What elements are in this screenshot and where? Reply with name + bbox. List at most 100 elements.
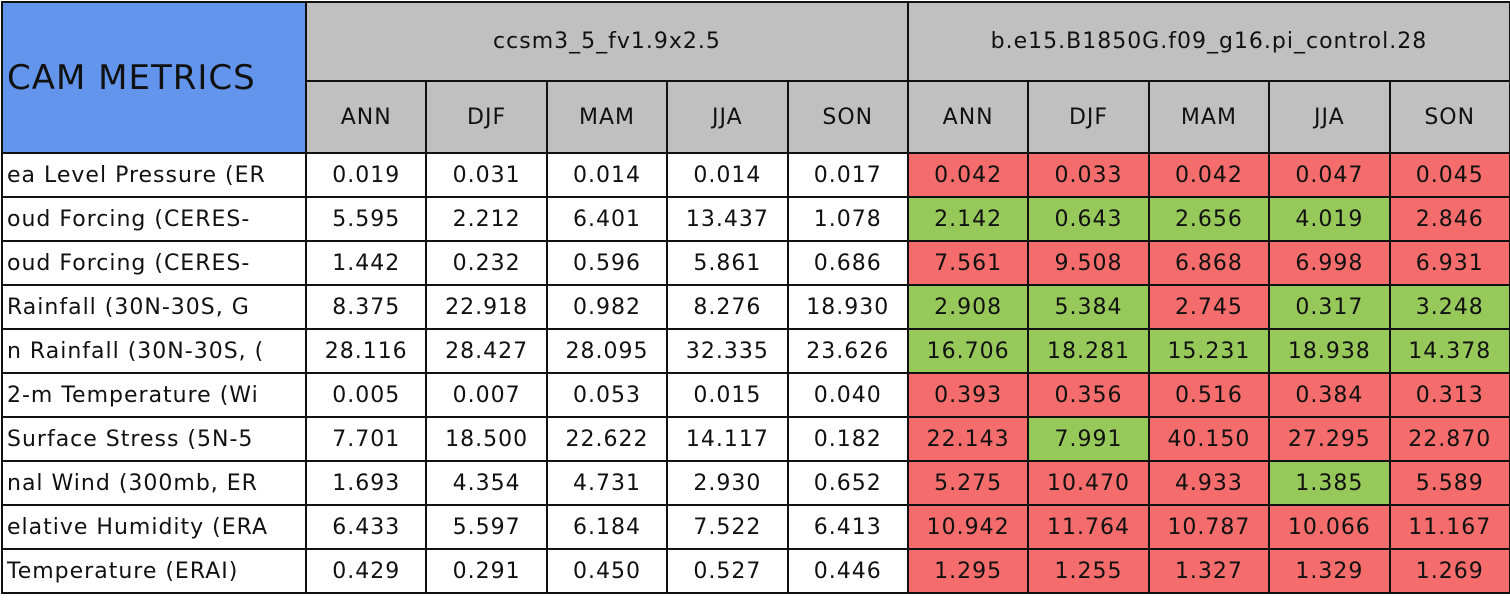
row-label: ea Level Pressure (ER: [1, 152, 307, 198]
value-cell: 7.991: [1027, 416, 1150, 462]
value-cell: 0.040: [786, 372, 909, 418]
value-cell: 28.427: [425, 328, 548, 374]
value-cell: 0.045: [1388, 152, 1510, 198]
row-label: Surface Stress (5N-5: [1, 416, 307, 462]
metrics-table: CAM METRICS ccsm3_5_fv1.9x2.5 b.e15.B1850G…: [1, 1, 1510, 594]
group-header: b.e15.B1850G.f09_g16.pi_control.28: [906, 1, 1510, 82]
row-label: Rainfall (30N-30S, G: [1, 284, 307, 330]
value-cell: 6.401: [545, 196, 669, 242]
value-cell: 0.317: [1268, 284, 1391, 330]
value-cell: 18.281: [1027, 328, 1150, 374]
value-cell: 0.019: [304, 152, 428, 198]
value-cell: 0.596: [545, 240, 669, 286]
value-cell: 22.143: [906, 416, 1030, 462]
value-cell: 7.522: [666, 504, 789, 550]
value-cell: 0.313: [1388, 372, 1510, 418]
value-cell: 0.053: [545, 372, 669, 418]
value-cell: 7.701: [304, 416, 428, 462]
value-cell: 0.042: [906, 152, 1030, 198]
value-cell: 2.745: [1147, 284, 1271, 330]
value-cell: 0.232: [425, 240, 548, 286]
value-cell: 2.142: [906, 196, 1030, 242]
season-header: DJF: [425, 80, 548, 154]
value-cell: 14.117: [666, 416, 789, 462]
season-header: ANN: [304, 80, 428, 154]
value-cell: 22.870: [1388, 416, 1510, 462]
value-cell: 3.248: [1388, 284, 1510, 330]
value-cell: 11.764: [1027, 504, 1150, 550]
data-row: elative Humidity (ERA 6.433 5.597 6.184 7.52…: [1, 504, 1510, 550]
table-title: CAM METRICS: [1, 1, 307, 154]
value-cell: 2.846: [1388, 196, 1510, 242]
value-cell: 0.429: [304, 548, 428, 594]
data-row: ea Level Pressure (ER 0.019 0.031 0.014 0.01…: [1, 152, 1510, 198]
value-cell: 18.930: [786, 284, 909, 330]
value-cell: 0.982: [545, 284, 669, 330]
value-cell: 0.527: [666, 548, 789, 594]
value-cell: 22.918: [425, 284, 548, 330]
data-row: Surface Stress (5N-5 7.701 18.500 22.622 14.…: [1, 416, 1510, 462]
value-cell: 0.643: [1027, 196, 1150, 242]
value-cell: 0.686: [786, 240, 909, 286]
value-cell: 28.116: [304, 328, 428, 374]
group-row: CAM METRICS ccsm3_5_fv1.9x2.5 b.e15.B1850G…: [1, 1, 1510, 154]
value-cell: 1.327: [1147, 548, 1271, 594]
value-cell: 9.508: [1027, 240, 1150, 286]
data-row: n Rainfall (30N-30S, (28.116 28.427 28.095…: [1, 328, 1510, 374]
value-cell: 0.393: [906, 372, 1030, 418]
value-cell: 5.861: [666, 240, 789, 286]
value-cell: 6.433: [304, 504, 428, 550]
row-label: Temperature (ERAI): [1, 548, 307, 594]
value-cell: 14.378: [1388, 328, 1510, 374]
data-row: 2-m Temperature (Wi 0.005 0.007 0.053 0.015 0…: [1, 372, 1510, 418]
value-cell: 1.442: [304, 240, 428, 286]
group-header: ccsm3_5_fv1.9x2.5: [305, 1, 909, 82]
value-cell: 0.182: [786, 416, 909, 462]
value-cell: 23.626: [786, 328, 909, 374]
season-header: MAM: [545, 80, 669, 154]
value-cell: 6.868: [1147, 240, 1271, 286]
value-cell: 18.500: [425, 416, 548, 462]
value-cell: 0.652: [786, 460, 909, 506]
value-cell: 6.413: [786, 504, 909, 550]
value-cell: 5.589: [1388, 460, 1510, 506]
season-header: MAM: [1147, 80, 1271, 154]
season-header: JJA: [666, 80, 789, 154]
data-row: oud Forcing (CERES- 5.595 2.212 6.401 13.437…: [1, 196, 1510, 242]
value-cell: 18.938: [1268, 328, 1391, 374]
value-cell: 4.354: [425, 460, 548, 506]
value-cell: 11.167: [1388, 504, 1510, 550]
data-row: nal Wind (300mb, ER 1.693 4.354 4.731 2.930 0…: [1, 460, 1510, 506]
value-cell: 1.329: [1268, 548, 1391, 594]
row-label: oud Forcing (CERES-: [1, 240, 307, 286]
row-label: 2-m Temperature (Wi: [1, 372, 307, 418]
value-cell: 27.295: [1268, 416, 1391, 462]
value-cell: 1.078: [786, 196, 909, 242]
value-cell: 10.066: [1268, 504, 1391, 550]
value-cell: 0.384: [1268, 372, 1391, 418]
value-cell: 0.015: [666, 372, 789, 418]
value-cell: 0.450: [545, 548, 669, 594]
season-header: DJF: [1027, 80, 1150, 154]
value-cell: 5.384: [1027, 284, 1150, 330]
value-cell: 7.561: [906, 240, 1030, 286]
value-cell: 8.276: [666, 284, 789, 330]
value-cell: 5.275: [906, 460, 1030, 506]
value-cell: 10.787: [1147, 504, 1271, 550]
value-cell: 0.014: [666, 152, 789, 198]
value-cell: 16.706: [906, 328, 1030, 374]
value-cell: 0.014: [545, 152, 669, 198]
value-cell: 2.656: [1147, 196, 1271, 242]
value-cell: 1.269: [1388, 548, 1510, 594]
value-cell: 6.184: [545, 504, 669, 550]
value-cell: 1.693: [304, 460, 428, 506]
value-cell: 1.295: [906, 548, 1030, 594]
row-label: elative Humidity (ERA: [1, 504, 307, 550]
value-cell: 32.335: [666, 328, 789, 374]
value-cell: 4.731: [545, 460, 669, 506]
value-cell: 0.031: [425, 152, 548, 198]
value-cell: 0.017: [786, 152, 909, 198]
value-cell: 4.933: [1147, 460, 1271, 506]
season-header: JJA: [1268, 80, 1391, 154]
